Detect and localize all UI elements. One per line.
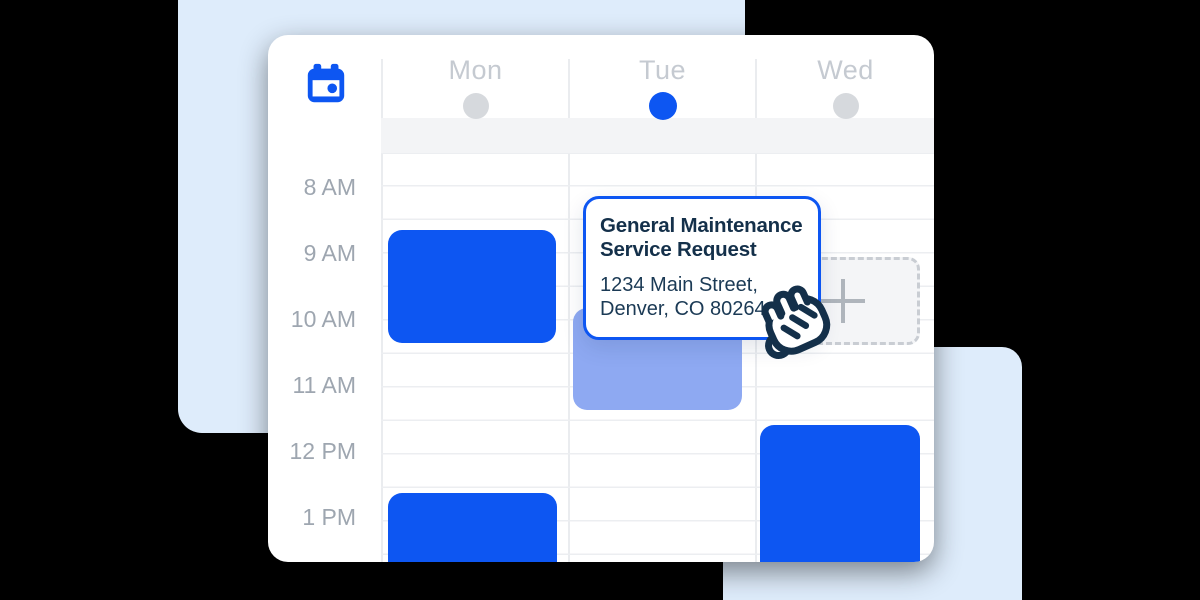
day-status-dot [462,93,489,119]
day-label: Tue [638,55,687,85]
event-block-wed-afternoon[interactable] [760,425,920,562]
plus-icon [820,279,865,323]
calendar-view-button[interactable] [303,61,349,107]
grab-hand-icon [761,285,831,360]
day-status-dot [648,92,677,120]
day-header-tue[interactable]: Tue [570,55,755,125]
event-block-mon-afternoon[interactable] [388,493,557,562]
day-status-dot [832,93,859,119]
day-header-wed[interactable]: Wed [757,55,934,125]
tooltip-address: 1234 Main Street, Denver, CO 80264 [600,274,766,321]
event-block-mon-morning[interactable] [388,230,556,343]
time-label-11am: 11 AM [292,372,357,398]
time-label-1pm: 1 PM [302,504,356,530]
time-label-10am: 10 AM [290,306,356,332]
tooltip-title: General Maintenance Service Request [600,214,803,262]
calendar-card: Mon Tue Wed 8 AM 9 AM 10 AM 11 AM 12 PM … [268,35,934,562]
time-label-12pm: 12 PM [289,438,356,464]
day-label: Wed [817,55,874,85]
day-label: Mon [448,55,503,85]
calendar-icon [307,63,345,103]
day-header-mon[interactable]: Mon [383,55,568,125]
time-label-9am: 9 AM [303,240,356,266]
time-label-8am: 8 AM [303,174,356,200]
